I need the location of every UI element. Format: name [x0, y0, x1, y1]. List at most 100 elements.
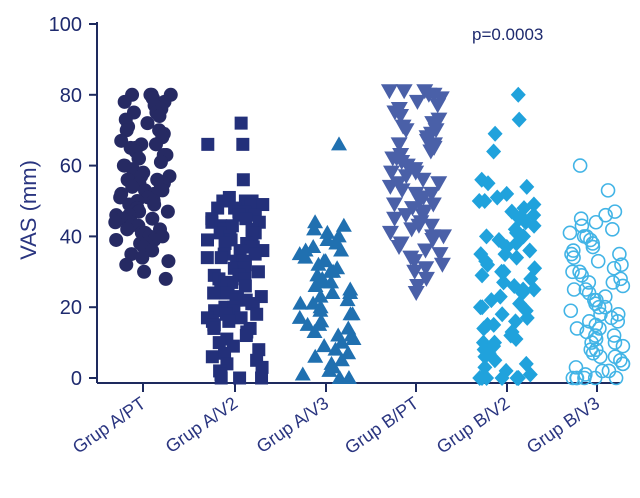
data-point: [321, 362, 338, 377]
data-point: [569, 321, 585, 336]
y-tick-label: 80: [60, 85, 82, 107]
data-point: [585, 345, 601, 361]
x-tick-label: Grup A/V2: [162, 393, 242, 457]
data-point: [297, 249, 314, 264]
data-point: [408, 94, 426, 110]
data-point: [383, 165, 401, 181]
data-point: [587, 370, 603, 386]
data-point: [487, 125, 503, 142]
data-point: [496, 263, 512, 280]
data-point: [431, 247, 449, 263]
data-point: [256, 198, 270, 212]
data-point: [608, 370, 624, 386]
data-point: [327, 341, 344, 356]
data-point: [480, 175, 496, 192]
data-point: [583, 342, 599, 357]
data-point: [615, 356, 631, 372]
data-point: [477, 193, 493, 209]
data-point: [422, 218, 440, 234]
data-point: [605, 275, 621, 290]
data-point: [160, 204, 175, 219]
data-point: [324, 285, 341, 300]
data-point: [578, 282, 594, 297]
data-point: [393, 183, 411, 199]
data-point: [386, 211, 404, 227]
data-point: [385, 197, 403, 213]
data-point: [563, 303, 579, 319]
data-point: [251, 265, 265, 279]
data-point: [433, 257, 451, 273]
data-point: [572, 158, 588, 173]
data-point: [312, 302, 329, 317]
data-point: [333, 352, 350, 367]
data-point: [125, 179, 140, 194]
data-point: [592, 349, 608, 365]
data-point: [585, 239, 601, 255]
data-point: [522, 366, 538, 383]
data-point: [583, 232, 598, 248]
data-point: [395, 84, 413, 100]
data-point: [322, 263, 339, 278]
data-point: [119, 123, 134, 138]
data-point: [577, 370, 592, 386]
data-point: [600, 183, 616, 198]
data-point: [615, 338, 631, 354]
data-point: [108, 215, 123, 230]
data-point: [584, 335, 599, 350]
data-point: [152, 109, 167, 124]
data-point: [239, 212, 253, 226]
data-point: [588, 214, 604, 230]
axes: [96, 22, 620, 384]
x-tick-label: Grup B/V3: [523, 393, 603, 458]
y-tick-label: 20: [60, 297, 82, 319]
data-point: [292, 295, 309, 310]
data-point: [147, 197, 162, 212]
data-point: [238, 279, 252, 293]
data-point: [218, 236, 232, 250]
data-point: [590, 253, 606, 269]
data-point: [218, 346, 232, 360]
data-point: [483, 292, 499, 309]
data-point: [120, 222, 135, 237]
x-ticks: Grup A/PT Grup A/V2 Grup A/V3 Grup B/PT Grup…: [69, 383, 603, 458]
data-point: [610, 314, 626, 329]
data-point: [319, 231, 336, 246]
data-point: [581, 275, 597, 290]
data-point: [508, 331, 524, 348]
data-point: [422, 144, 440, 160]
data-point: [526, 281, 542, 298]
data-point: [339, 292, 356, 307]
data-point: [519, 178, 535, 195]
data-point: [380, 84, 398, 100]
data-point: [569, 370, 585, 386]
data-point: [239, 329, 253, 343]
data-point: [200, 251, 214, 265]
data-point: [252, 343, 266, 357]
data-point: [310, 256, 327, 271]
data-point: [605, 222, 620, 237]
data-point: [145, 243, 160, 258]
data-point: [145, 211, 160, 226]
data-point: [291, 309, 308, 324]
data-point: [406, 264, 424, 280]
y-tick-label: 100: [49, 14, 82, 36]
data-point: [494, 306, 510, 323]
data-point: [566, 250, 581, 265]
data-point: [414, 172, 432, 188]
data-point: [207, 286, 221, 300]
data-point: [306, 323, 323, 338]
data-point: [479, 370, 495, 386]
data-point: [213, 226, 227, 240]
data-point: [397, 123, 415, 139]
data-point: [124, 247, 139, 262]
data-point: [119, 257, 134, 272]
data-point: [299, 316, 316, 331]
x-tick-label: Grup B/V2: [433, 393, 513, 458]
data-point: [234, 311, 248, 325]
data-point: [344, 306, 361, 321]
data-point: [233, 244, 247, 258]
data-point: [472, 299, 488, 316]
data-point: [234, 116, 248, 130]
data-point: [526, 217, 542, 234]
data-point: [316, 338, 333, 353]
